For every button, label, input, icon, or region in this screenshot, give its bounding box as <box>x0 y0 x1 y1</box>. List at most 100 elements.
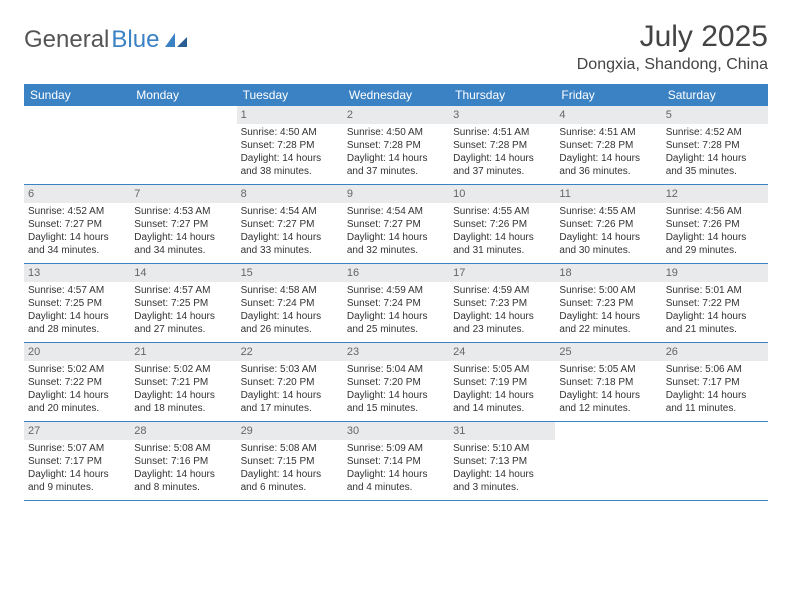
sunset-text: Sunset: 7:13 PM <box>453 455 551 468</box>
day-details: Sunrise: 5:05 AMSunset: 7:18 PMDaylight:… <box>555 361 661 419</box>
daylight-text: Daylight: 14 hours and 37 minutes. <box>347 152 445 178</box>
sunrise-text: Sunrise: 4:51 AM <box>453 126 551 139</box>
day-header-tue: Tuesday <box>237 84 343 106</box>
sunrise-text: Sunrise: 4:56 AM <box>666 205 764 218</box>
week-row: 6Sunrise: 4:52 AMSunset: 7:27 PMDaylight… <box>24 185 768 264</box>
day-number: 1 <box>237 106 343 124</box>
day-header-mon: Monday <box>130 84 236 106</box>
day-details: Sunrise: 4:55 AMSunset: 7:26 PMDaylight:… <box>449 203 555 261</box>
day-cell: 22Sunrise: 5:03 AMSunset: 7:20 PMDayligh… <box>237 343 343 421</box>
sunrise-text: Sunrise: 5:06 AM <box>666 363 764 376</box>
day-details: Sunrise: 5:07 AMSunset: 7:17 PMDaylight:… <box>24 440 130 498</box>
day-cell: 2Sunrise: 4:50 AMSunset: 7:28 PMDaylight… <box>343 106 449 184</box>
daylight-text: Daylight: 14 hours and 9 minutes. <box>28 468 126 494</box>
sunset-text: Sunset: 7:20 PM <box>347 376 445 389</box>
daylight-text: Daylight: 14 hours and 33 minutes. <box>241 231 339 257</box>
day-number: 22 <box>237 343 343 361</box>
day-cell: 21Sunrise: 5:02 AMSunset: 7:21 PMDayligh… <box>130 343 236 421</box>
day-number: 9 <box>343 185 449 203</box>
day-details: Sunrise: 5:10 AMSunset: 7:13 PMDaylight:… <box>449 440 555 498</box>
sunrise-text: Sunrise: 5:10 AM <box>453 442 551 455</box>
logo-text-1: General <box>24 26 109 54</box>
sunset-text: Sunset: 7:28 PM <box>347 139 445 152</box>
sunset-text: Sunset: 7:26 PM <box>453 218 551 231</box>
day-cell: 17Sunrise: 4:59 AMSunset: 7:23 PMDayligh… <box>449 264 555 342</box>
day-number: 17 <box>449 264 555 282</box>
day-cell: 15Sunrise: 4:58 AMSunset: 7:24 PMDayligh… <box>237 264 343 342</box>
day-details: Sunrise: 4:53 AMSunset: 7:27 PMDaylight:… <box>130 203 236 261</box>
day-header-fri: Friday <box>555 84 661 106</box>
day-number: 16 <box>343 264 449 282</box>
day-cell <box>662 422 768 500</box>
sunset-text: Sunset: 7:28 PM <box>453 139 551 152</box>
daylight-text: Daylight: 14 hours and 26 minutes. <box>241 310 339 336</box>
daylight-text: Daylight: 14 hours and 14 minutes. <box>453 389 551 415</box>
day-details: Sunrise: 5:02 AMSunset: 7:21 PMDaylight:… <box>130 361 236 419</box>
sunset-text: Sunset: 7:17 PM <box>28 455 126 468</box>
day-details: Sunrise: 4:54 AMSunset: 7:27 PMDaylight:… <box>237 203 343 261</box>
daylight-text: Daylight: 14 hours and 6 minutes. <box>241 468 339 494</box>
sunrise-text: Sunrise: 4:54 AM <box>241 205 339 218</box>
day-cell: 7Sunrise: 4:53 AMSunset: 7:27 PMDaylight… <box>130 185 236 263</box>
week-row: 13Sunrise: 4:57 AMSunset: 7:25 PMDayligh… <box>24 264 768 343</box>
day-header-row: Sunday Monday Tuesday Wednesday Thursday… <box>24 84 768 106</box>
day-number: 25 <box>555 343 661 361</box>
day-number: 20 <box>24 343 130 361</box>
day-cell: 13Sunrise: 4:57 AMSunset: 7:25 PMDayligh… <box>24 264 130 342</box>
daylight-text: Daylight: 14 hours and 21 minutes. <box>666 310 764 336</box>
daylight-text: Daylight: 14 hours and 31 minutes. <box>453 231 551 257</box>
week-row: 27Sunrise: 5:07 AMSunset: 7:17 PMDayligh… <box>24 422 768 501</box>
sunrise-text: Sunrise: 4:50 AM <box>241 126 339 139</box>
day-number: 29 <box>237 422 343 440</box>
sunrise-text: Sunrise: 5:08 AM <box>134 442 232 455</box>
day-details: Sunrise: 4:50 AMSunset: 7:28 PMDaylight:… <box>343 124 449 182</box>
day-number: 3 <box>449 106 555 124</box>
day-details: Sunrise: 4:52 AMSunset: 7:28 PMDaylight:… <box>662 124 768 182</box>
day-number: 6 <box>24 185 130 203</box>
daylight-text: Daylight: 14 hours and 38 minutes. <box>241 152 339 178</box>
day-cell: 11Sunrise: 4:55 AMSunset: 7:26 PMDayligh… <box>555 185 661 263</box>
day-number: 19 <box>662 264 768 282</box>
daylight-text: Daylight: 14 hours and 37 minutes. <box>453 152 551 178</box>
day-number: 2 <box>343 106 449 124</box>
sunrise-text: Sunrise: 5:09 AM <box>347 442 445 455</box>
page-header: GeneralBlue July 2025 Dongxia, Shandong,… <box>24 20 768 80</box>
week-row: 1Sunrise: 4:50 AMSunset: 7:28 PMDaylight… <box>24 106 768 185</box>
daylight-text: Daylight: 14 hours and 25 minutes. <box>347 310 445 336</box>
day-details: Sunrise: 5:03 AMSunset: 7:20 PMDaylight:… <box>237 361 343 419</box>
sunset-text: Sunset: 7:28 PM <box>559 139 657 152</box>
sunset-text: Sunset: 7:20 PM <box>241 376 339 389</box>
sunrise-text: Sunrise: 5:05 AM <box>559 363 657 376</box>
sunrise-text: Sunrise: 4:50 AM <box>347 126 445 139</box>
daylight-text: Daylight: 14 hours and 3 minutes. <box>453 468 551 494</box>
daylight-text: Daylight: 14 hours and 34 minutes. <box>134 231 232 257</box>
sunrise-text: Sunrise: 4:52 AM <box>28 205 126 218</box>
sunset-text: Sunset: 7:15 PM <box>241 455 339 468</box>
day-details: Sunrise: 4:55 AMSunset: 7:26 PMDaylight:… <box>555 203 661 261</box>
day-cell: 31Sunrise: 5:10 AMSunset: 7:13 PMDayligh… <box>449 422 555 500</box>
month-title: July 2025 <box>577 20 768 54</box>
day-header-sun: Sunday <box>24 84 130 106</box>
calendar: Sunday Monday Tuesday Wednesday Thursday… <box>24 84 768 501</box>
day-number: 11 <box>555 185 661 203</box>
sunrise-text: Sunrise: 5:01 AM <box>666 284 764 297</box>
sunset-text: Sunset: 7:27 PM <box>134 218 232 231</box>
day-details: Sunrise: 4:59 AMSunset: 7:23 PMDaylight:… <box>449 282 555 340</box>
day-number: 30 <box>343 422 449 440</box>
daylight-text: Daylight: 14 hours and 11 minutes. <box>666 389 764 415</box>
week-row: 20Sunrise: 5:02 AMSunset: 7:22 PMDayligh… <box>24 343 768 422</box>
sunset-text: Sunset: 7:27 PM <box>347 218 445 231</box>
sunset-text: Sunset: 7:21 PM <box>134 376 232 389</box>
day-details: Sunrise: 5:02 AMSunset: 7:22 PMDaylight:… <box>24 361 130 419</box>
day-cell: 4Sunrise: 4:51 AMSunset: 7:28 PMDaylight… <box>555 106 661 184</box>
sunset-text: Sunset: 7:25 PM <box>28 297 126 310</box>
sunrise-text: Sunrise: 5:02 AM <box>134 363 232 376</box>
day-details: Sunrise: 4:50 AMSunset: 7:28 PMDaylight:… <box>237 124 343 182</box>
sunset-text: Sunset: 7:27 PM <box>28 218 126 231</box>
sunset-text: Sunset: 7:27 PM <box>241 218 339 231</box>
sunrise-text: Sunrise: 5:04 AM <box>347 363 445 376</box>
sunrise-text: Sunrise: 5:05 AM <box>453 363 551 376</box>
location-text: Dongxia, Shandong, China <box>577 56 768 74</box>
day-details: Sunrise: 5:05 AMSunset: 7:19 PMDaylight:… <box>449 361 555 419</box>
day-details: Sunrise: 4:58 AMSunset: 7:24 PMDaylight:… <box>237 282 343 340</box>
